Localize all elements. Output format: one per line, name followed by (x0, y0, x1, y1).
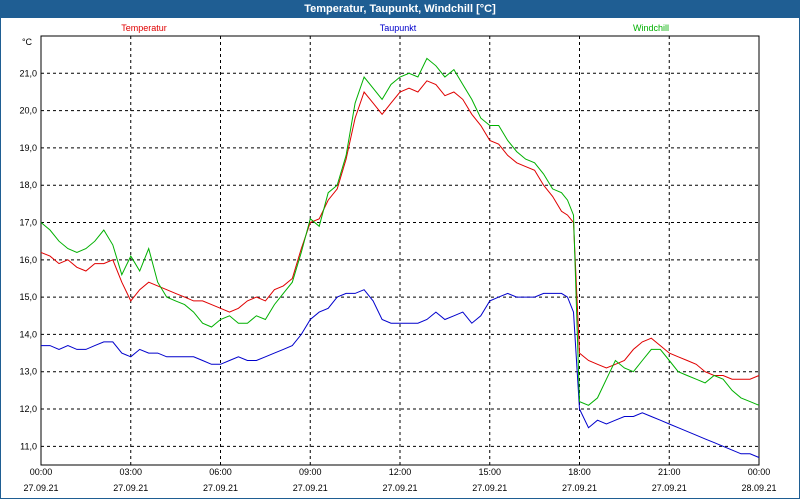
x-tick-date: 27.09.21 (652, 483, 687, 493)
y-tick-label: 11,0 (20, 441, 37, 451)
x-tick-time: 00:00 (748, 467, 771, 477)
y-tick-label: 12,0 (19, 404, 37, 414)
x-tick-time: 21:00 (658, 467, 681, 477)
y-axis-label: °C (22, 37, 33, 47)
y-tick-label: 16,0 (19, 255, 37, 265)
line-chart: 11,0 12,0 13,0 14,0 15,0 16,0 17,0 18,0 19,0 20,0… (19, 23, 776, 493)
x-tick-date: 27.09.21 (382, 483, 417, 493)
x-tick-date: 28.09.21 (741, 483, 776, 493)
y-tick-label: 19,0 (19, 143, 37, 153)
legend-temperatur: Temperatur (121, 23, 167, 33)
x-tick-time: 09:00 (299, 467, 322, 477)
series-line-windchill (40, 57, 760, 406)
series-line-temperatur (40, 80, 760, 380)
y-tick-label: 21,0 (19, 68, 37, 78)
x-tick-date: 27.09.21 (23, 483, 58, 493)
x-tick-time: 15:00 (478, 467, 501, 477)
x-tick-time: 00:00 (30, 467, 53, 477)
chart-frame: 11,0 12,0 13,0 14,0 15,0 16,0 17,0 18,0 19,0 20,0… (0, 18, 800, 499)
y-tick-label: 20,0 (19, 106, 37, 116)
x-tick-date: 27.09.21 (113, 483, 148, 493)
x-tick-date: 27.09.21 (293, 483, 328, 493)
x-tick-time: 06:00 (209, 467, 232, 477)
y-tick-label: 18,0 (19, 180, 37, 190)
chart-title: Temperatur, Taupunkt, Windchill [°C] (0, 0, 800, 18)
x-tick-date: 27.09.21 (562, 483, 597, 493)
y-tick-label: 17,0 (19, 218, 37, 228)
x-tick-date: 27.09.21 (203, 483, 238, 493)
y-tick-label: 14,0 (19, 329, 37, 339)
x-tick-time: 03:00 (119, 467, 142, 477)
y-tick-label: 15,0 (19, 292, 37, 302)
legend-windchill: Windchill (633, 23, 669, 33)
legend-taupunkt: Taupunkt (380, 23, 417, 33)
x-tick-time: 12:00 (389, 467, 412, 477)
x-tick-date: 27.09.21 (472, 483, 507, 493)
x-tick-time: 18:00 (568, 467, 591, 477)
series-line-taupunkt (41, 289, 760, 458)
y-tick-label: 13,0 (19, 367, 37, 377)
